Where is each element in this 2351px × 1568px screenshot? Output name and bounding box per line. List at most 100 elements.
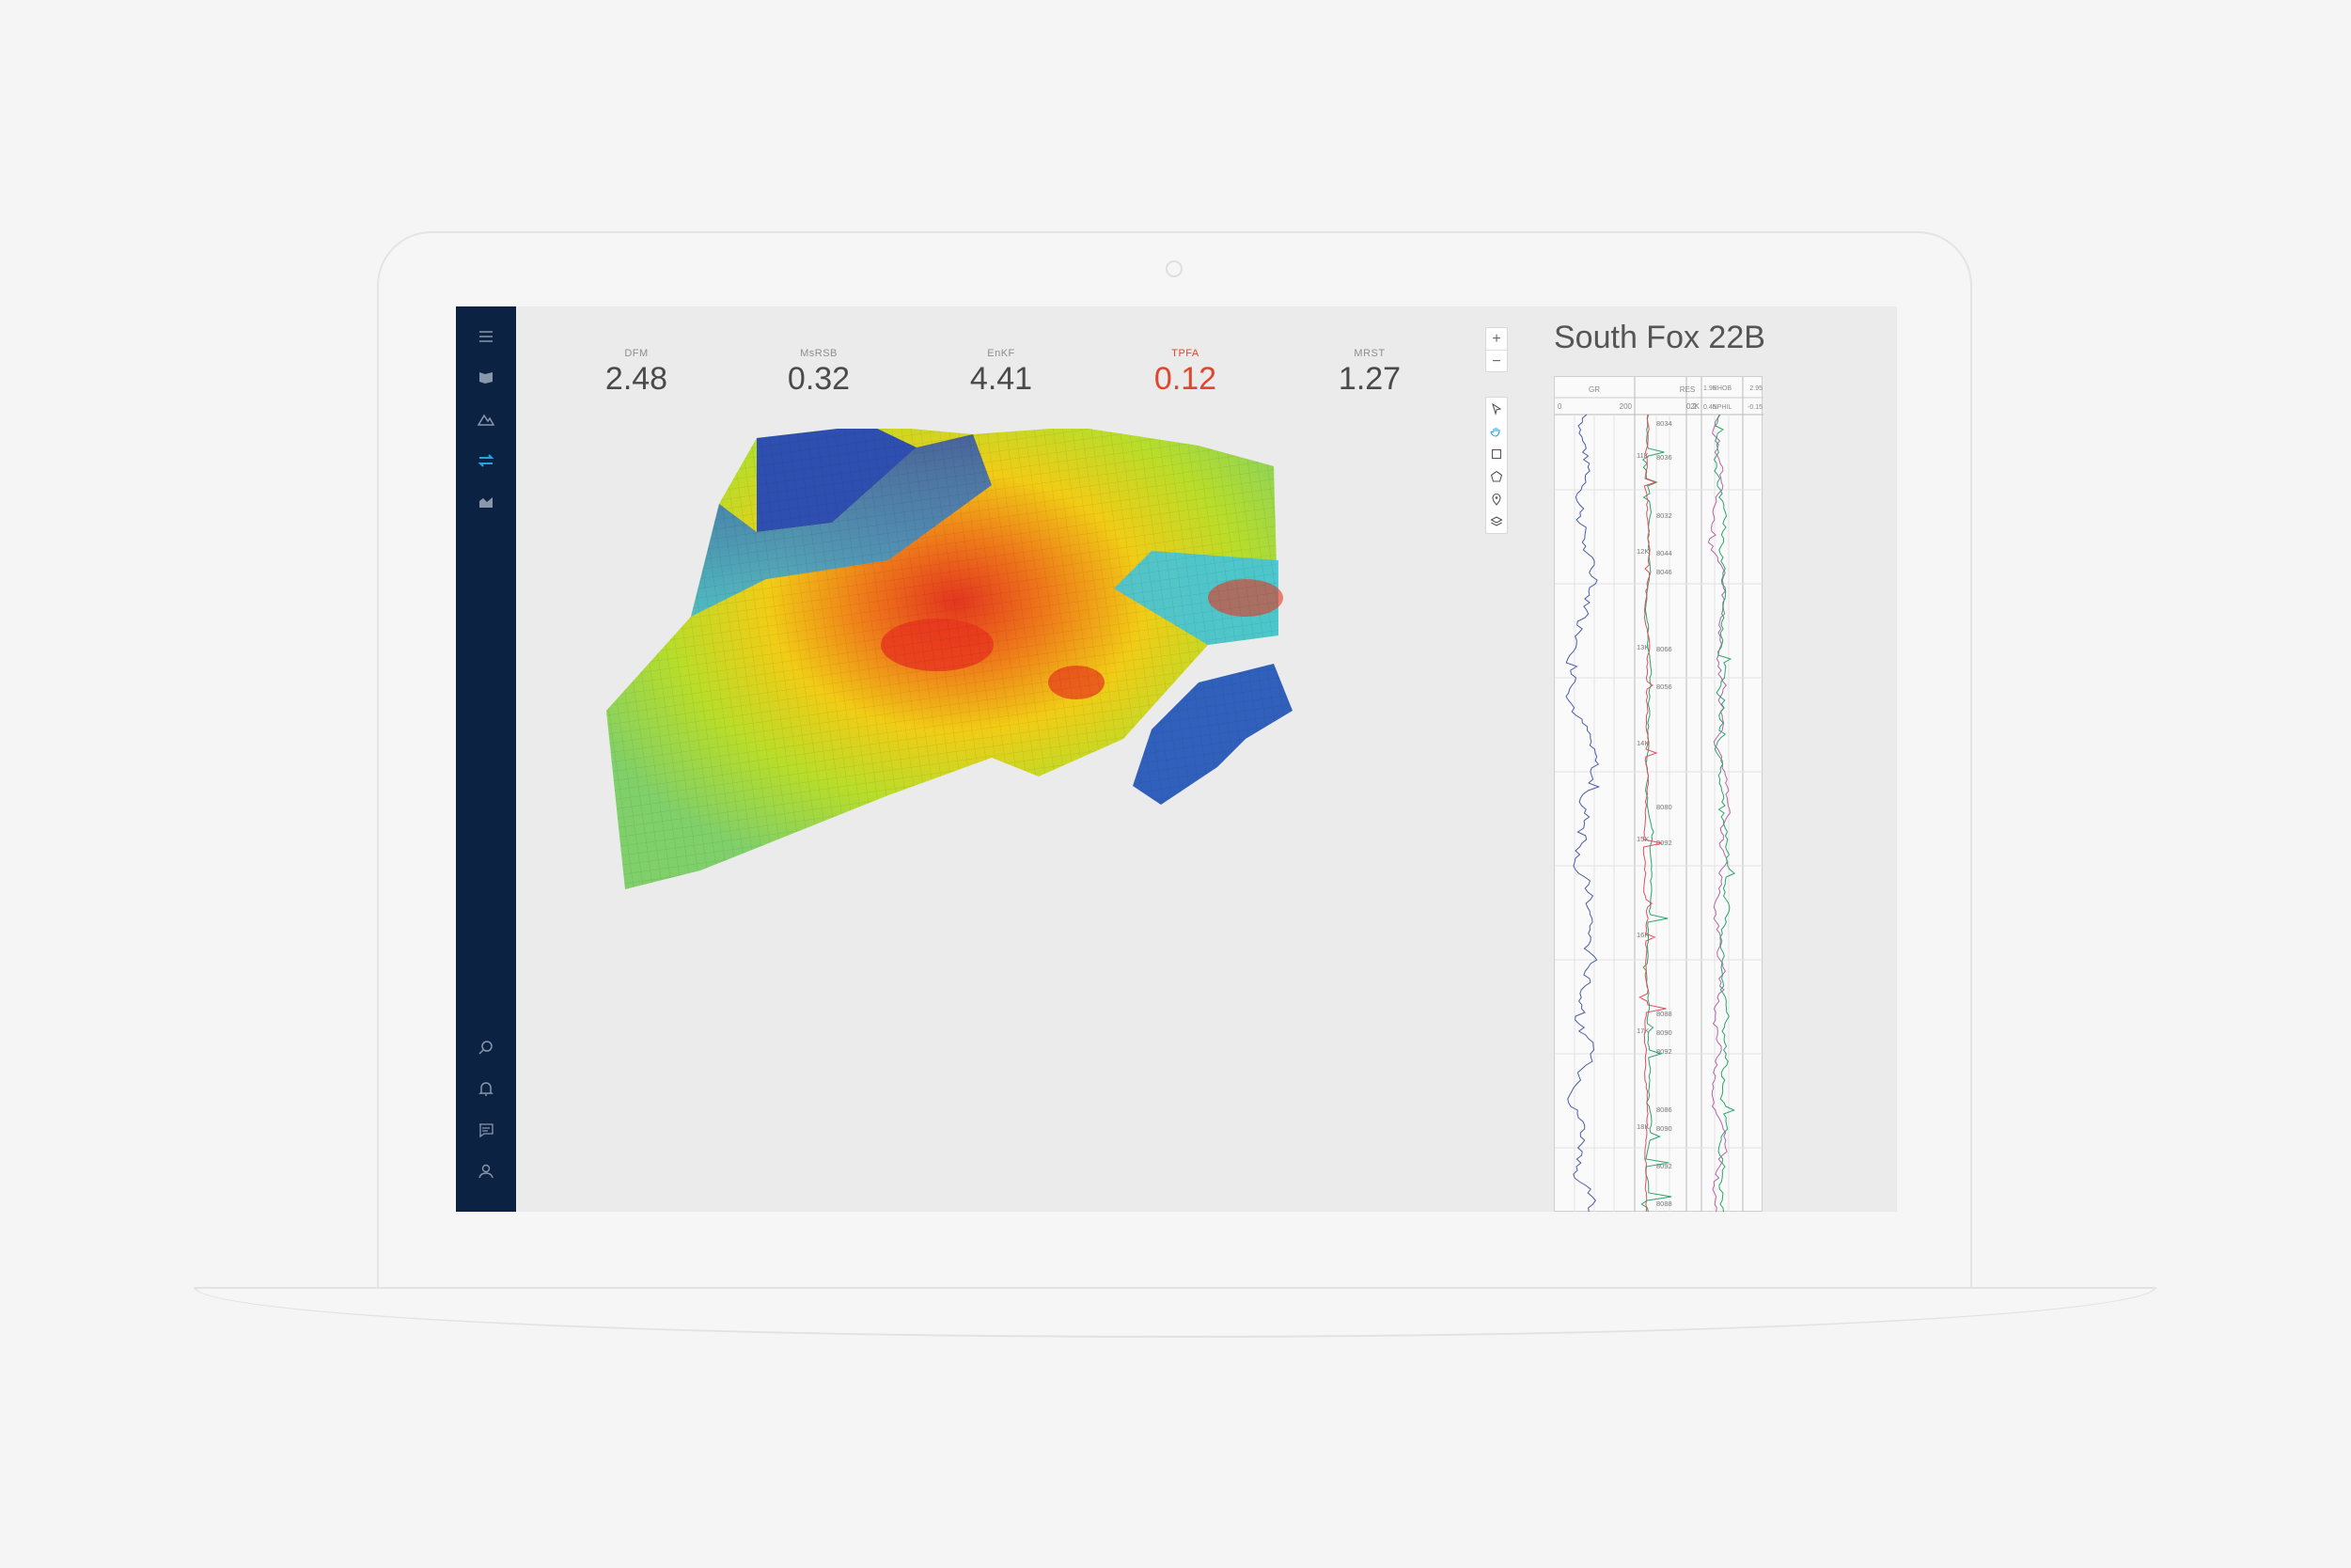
depth-label: 8066 — [1656, 645, 1672, 653]
depth-label: 8088 — [1656, 1200, 1672, 1208]
res-curve-1 — [1640, 414, 1672, 1212]
rhob-track-label: RHOB — [1713, 385, 1732, 392]
depth-label: 8044 — [1656, 549, 1672, 557]
metric-value: 1.27 — [1338, 361, 1402, 397]
res-max-label: 2K — [1690, 402, 1700, 411]
sidebar — [456, 306, 516, 1212]
metric-tpfa: TPFA 0.12 — [1110, 348, 1261, 398]
gr-min-label: 0 — [1558, 402, 1562, 411]
select-tool-button[interactable] — [1486, 398, 1507, 420]
depth-mark: 11K — [1637, 451, 1649, 460]
depth-mark: 18K — [1637, 1122, 1649, 1131]
depth-mark: 12K — [1637, 547, 1649, 556]
depth-mark: 14K — [1637, 739, 1649, 747]
gr-curve — [1565, 414, 1601, 1212]
well-log-panel: GR 0 200 RES 0.2 2K 1.95 RHOB 2.95 0.45 … — [1554, 376, 1763, 1212]
flag-map-icon — [479, 372, 493, 384]
pin-tool-button[interactable] — [1486, 488, 1507, 510]
metric-label: EnKF — [987, 348, 1015, 359]
metric-label: TPFA — [1171, 348, 1199, 359]
terrain-icon — [477, 414, 495, 426]
depth-label: 8036 — [1656, 453, 1672, 462]
metric-label: DFM — [624, 348, 649, 359]
depth-label: 8034 — [1656, 419, 1672, 428]
tool-palette — [1485, 397, 1508, 534]
metric-enkf: EnKF 4.41 — [926, 348, 1076, 398]
search-icon — [478, 1041, 493, 1055]
nphi-min-label: 0.45 — [1703, 404, 1716, 411]
metric-label: MsRSB — [800, 348, 838, 359]
nphi-track-label: NPHIL — [1713, 404, 1732, 411]
depth-mark: 16K — [1637, 931, 1649, 939]
transfer-icon — [478, 454, 494, 467]
pin-icon — [1492, 493, 1501, 506]
res-track-label: RES — [1680, 385, 1695, 394]
depth-mark: 15K — [1637, 835, 1649, 843]
rhob-curve — [1707, 414, 1731, 1212]
sidebar-item-terrain[interactable] — [467, 402, 505, 436]
layers-tool-button[interactable] — [1486, 510, 1507, 533]
depth-label: 8080 — [1656, 803, 1672, 811]
sidebar-item-analytics[interactable] — [467, 485, 505, 519]
rhob-min-label: 1.95 — [1703, 385, 1716, 392]
depth-label: 8090 — [1656, 1028, 1672, 1037]
sidebar-item-wells[interactable] — [467, 361, 505, 395]
zoom-out-button[interactable]: − — [1486, 350, 1507, 372]
notifications-button[interactable] — [467, 1072, 505, 1105]
metric-mrst: MRST 1.27 — [1294, 348, 1445, 398]
well-title: South Fox 22B — [1554, 320, 1765, 355]
user-icon — [478, 1164, 494, 1179]
cursor-icon — [1492, 402, 1502, 416]
well-log-tracks: GR 0 200 RES 0.2 2K 1.95 RHOB 2.95 0.45 … — [1555, 377, 1763, 1212]
depth-label: 8086 — [1656, 1105, 1672, 1114]
area-chart-icon — [479, 497, 493, 508]
polygon-tool-button[interactable] — [1486, 465, 1507, 488]
laptop-base — [194, 1287, 2156, 1338]
depth-label: 8092 — [1656, 1162, 1672, 1170]
metric-dfm: DFM 2.48 — [561, 348, 712, 398]
app-screen: DFM 2.48 MsRSB 0.32 EnKF 4.41 TPFA 0.12 … — [456, 306, 1897, 1212]
depth-mark: 13K — [1637, 643, 1649, 651]
gr-track-label: GR — [1589, 385, 1600, 394]
profile-button[interactable] — [467, 1154, 505, 1188]
polygon-icon — [1490, 470, 1503, 482]
log-curves — [1565, 414, 1736, 1212]
metric-value: 0.32 — [787, 361, 851, 397]
hand-icon — [1490, 428, 1500, 437]
metric-msrsb: MsRSB 0.32 — [744, 348, 894, 398]
depth-label: 8092 — [1656, 1047, 1672, 1056]
box-select-tool-button[interactable] — [1486, 443, 1507, 465]
depth-label: 8056 — [1656, 682, 1672, 691]
depth-label: 8046 — [1656, 568, 1672, 576]
res-min-label: 0.2 — [1686, 402, 1698, 411]
metric-value: 2.48 — [604, 361, 668, 397]
depth-label: 8088 — [1656, 1010, 1672, 1018]
nphi-max-label: -0.15 — [1748, 404, 1763, 411]
menu-button[interactable] — [467, 320, 505, 353]
depth-mark: 17K — [1637, 1027, 1649, 1035]
chat-icon — [479, 1123, 494, 1138]
metric-label: MRST — [1354, 348, 1386, 359]
metric-value: 4.41 — [969, 361, 1033, 397]
bell-icon — [478, 1082, 494, 1096]
sidebar-item-transfer[interactable] — [467, 444, 505, 478]
metric-value: 0.12 — [1153, 361, 1217, 397]
reservoir-3d-surface[interactable] — [550, 429, 1490, 1181]
menu-icon — [479, 331, 493, 342]
zoom-control: + − — [1485, 327, 1508, 372]
pan-tool-button[interactable] — [1486, 420, 1507, 443]
select-box-icon — [1491, 448, 1502, 460]
gr-max-label: 200 — [1620, 402, 1633, 411]
webcam — [1166, 260, 1183, 277]
depth-label: 8032 — [1656, 511, 1672, 520]
rhob-max-label: 2.95 — [1749, 385, 1763, 392]
search-button[interactable] — [467, 1030, 505, 1064]
res-curve-2 — [1638, 414, 1667, 1212]
depth-label: 8090 — [1656, 1124, 1672, 1133]
depth-label: 8092 — [1656, 839, 1672, 847]
zoom-in-button[interactable]: + — [1492, 330, 1501, 347]
messages-button[interactable] — [467, 1113, 505, 1147]
nphi-curve — [1713, 414, 1736, 1212]
log-grid — [1555, 415, 1763, 1212]
layers-icon — [1490, 516, 1503, 526]
